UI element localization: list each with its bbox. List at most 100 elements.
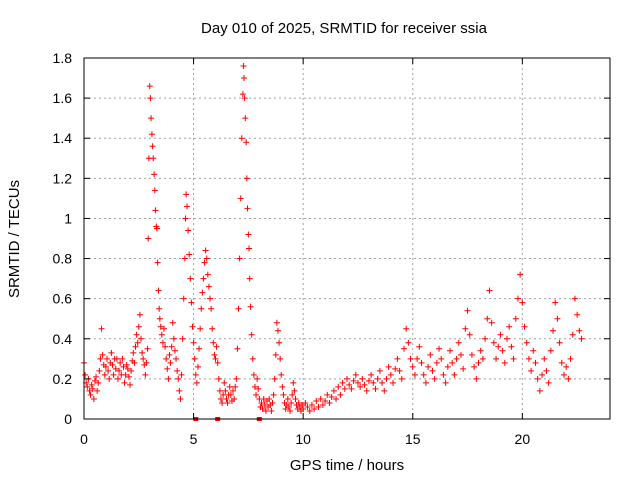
data-point (436, 345, 443, 352)
data-points (81, 63, 585, 414)
data-point (174, 367, 181, 374)
data-point (277, 355, 284, 362)
data-point (488, 319, 495, 326)
data-point (403, 325, 410, 332)
data-point (128, 367, 135, 374)
data-point (156, 315, 163, 322)
data-point (279, 383, 286, 390)
data-point (197, 325, 204, 332)
data-point (308, 401, 315, 408)
data-point (230, 387, 237, 394)
data-point (425, 363, 432, 370)
data-point (147, 95, 154, 102)
data-point (176, 387, 183, 394)
data-point (178, 371, 185, 378)
data-point (266, 395, 273, 402)
data-point (198, 305, 205, 312)
data-point (212, 355, 219, 362)
data-point (247, 303, 254, 310)
data-point (146, 83, 153, 90)
data-point (341, 385, 348, 392)
data-point (136, 311, 143, 318)
data-point (124, 365, 131, 372)
data-point (398, 375, 405, 382)
data-point (180, 295, 187, 302)
data-point (208, 305, 215, 312)
data-point (201, 259, 208, 266)
data-point (235, 305, 242, 312)
data-point (462, 325, 469, 332)
data-point (525, 355, 532, 362)
data-point (455, 339, 462, 346)
data-point (97, 355, 104, 362)
data-point (200, 275, 207, 282)
data-point (135, 323, 142, 330)
data-point (194, 363, 201, 370)
data-point (153, 225, 160, 232)
data-point (86, 387, 93, 394)
data-point (166, 351, 173, 358)
data-point (280, 391, 287, 398)
data-point (185, 227, 192, 234)
data-point (231, 395, 238, 402)
y-tick-label: 0.8 (53, 251, 73, 267)
data-point (133, 331, 140, 338)
data-point (224, 399, 231, 406)
y-axis-label: SRMTID / TECUs (6, 180, 23, 298)
data-point (108, 349, 115, 356)
data-point (205, 283, 212, 290)
data-point (165, 375, 172, 382)
data-point (574, 311, 581, 318)
data-point (506, 323, 513, 330)
data-point (569, 331, 576, 338)
x-tick-label: 20 (515, 431, 531, 447)
data-point (84, 383, 91, 390)
data-point (372, 385, 379, 392)
data-point (530, 347, 537, 354)
data-point (479, 355, 486, 362)
data-point (282, 405, 289, 412)
data-point (233, 375, 240, 382)
x-tick-label: 10 (295, 431, 311, 447)
data-point (117, 359, 124, 366)
data-point (477, 347, 484, 354)
data-point (186, 251, 193, 258)
data-point (510, 355, 517, 362)
data-point (170, 335, 177, 342)
data-point (151, 171, 158, 178)
data-point (159, 339, 166, 346)
data-point (121, 379, 128, 386)
data-point (249, 355, 256, 362)
data-point (326, 399, 333, 406)
data-point (127, 381, 134, 388)
data-point (171, 347, 178, 354)
data-point (82, 371, 89, 378)
data-point (173, 355, 180, 362)
data-point (148, 115, 155, 122)
data-point (365, 377, 372, 384)
data-point (344, 375, 350, 382)
y-tick-label: 1.6 (53, 90, 73, 106)
data-point (95, 379, 102, 386)
data-point (512, 315, 519, 322)
data-point (273, 319, 280, 326)
y-tick-label: 0.4 (53, 331, 73, 347)
data-point (519, 299, 526, 306)
data-point (213, 343, 220, 350)
data-point (335, 383, 342, 390)
data-point (164, 365, 171, 372)
data-point (543, 367, 550, 374)
data-point (116, 367, 123, 374)
data-point (433, 359, 440, 366)
data-point (216, 387, 223, 394)
data-point (547, 347, 554, 354)
data-point (390, 379, 397, 386)
data-point (284, 395, 291, 402)
data-point (352, 371, 359, 378)
data-point (227, 391, 234, 398)
data-point (131, 359, 138, 366)
data-point (148, 131, 155, 138)
data-point (350, 377, 357, 384)
y-tick-label: 1.4 (53, 130, 73, 146)
data-point (94, 387, 101, 394)
